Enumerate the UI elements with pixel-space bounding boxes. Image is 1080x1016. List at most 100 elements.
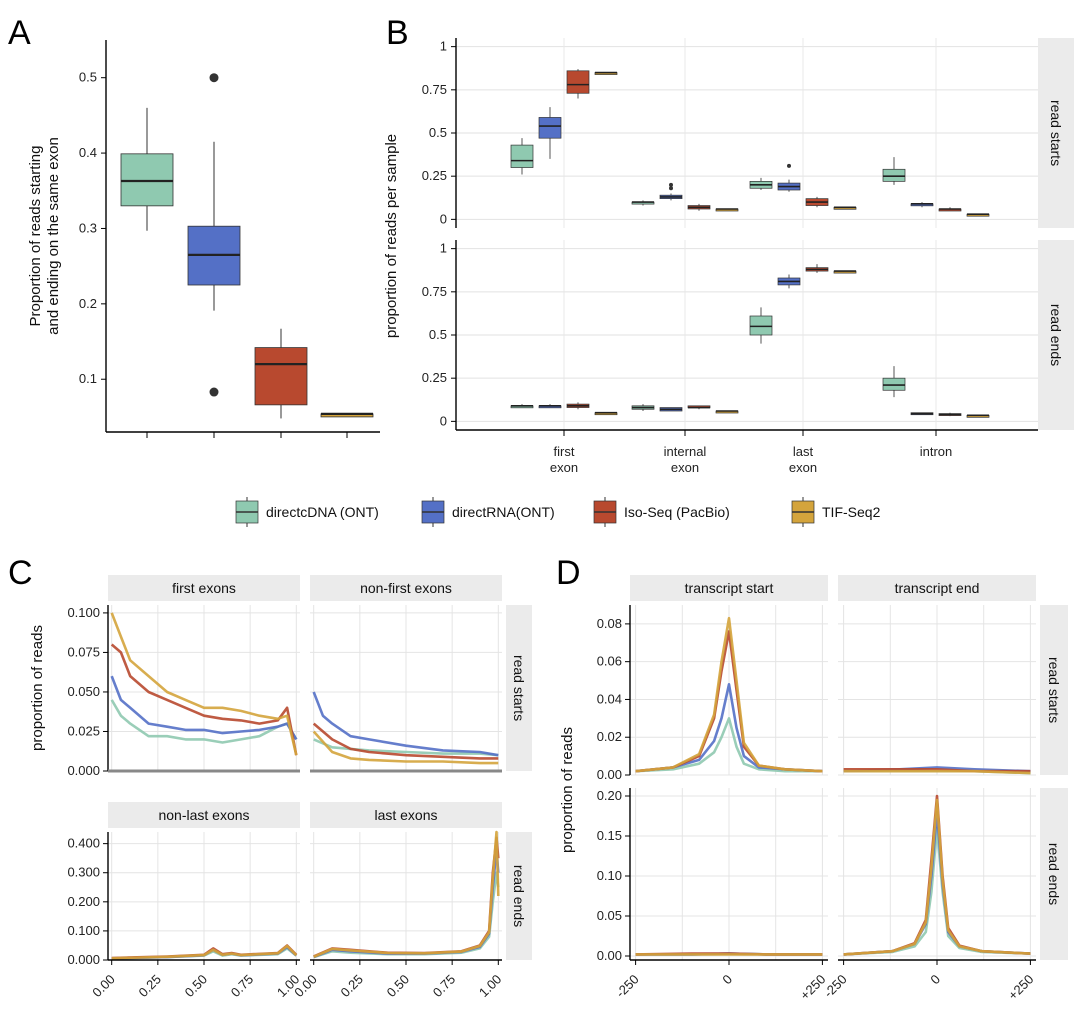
c-col-strip: [108, 802, 300, 828]
c-x-tick-label: 1.00: [476, 972, 505, 1001]
d-x-tick-label: -250: [821, 972, 850, 1001]
d-series-line: [635, 616, 823, 773]
a-box: [120, 153, 174, 207]
d-series-line: [843, 769, 1031, 775]
d-y-tick-label: 0.08: [597, 616, 622, 631]
d-y-tick-label: 0.00: [597, 948, 622, 963]
c-x-tick-label: 0.50: [384, 972, 413, 1001]
legend-label: TIF-Seq2: [822, 504, 881, 520]
c-row-strip-text: read ends: [511, 865, 527, 927]
b-box: [749, 315, 773, 336]
c-series-line: [313, 830, 500, 958]
b-box: [510, 144, 534, 168]
d-y-tick-label: 0.05: [597, 908, 622, 923]
c-x-tick-label: 0.25: [135, 972, 164, 1001]
d-y-tick-label: 0.10: [597, 868, 622, 883]
b-y-tick-label: 0: [440, 413, 447, 428]
c-y-label: proportion of reads: [29, 625, 46, 751]
c-x-tick-label: 0.25: [337, 972, 366, 1001]
b-y-label-text: proportion of reads per sample: [383, 134, 400, 338]
a-y-label: Proportion of reads starting and ending o…: [27, 137, 62, 335]
b-x-tick-label-line: exon: [671, 460, 699, 475]
c-col-strip: [310, 575, 502, 601]
b-row-strip: [1038, 38, 1074, 228]
c-x-tick-label: 0.75: [228, 972, 257, 1001]
b-x-tick-label-line: intron: [920, 444, 953, 459]
panel-letter-d: D: [556, 554, 581, 592]
d-col-strip-text: transcript end: [895, 580, 980, 596]
c-col-strip-text: first exons: [172, 580, 236, 596]
c-row-strip-label: read ends: [511, 865, 527, 927]
b-y-tick-label: 0.25: [422, 168, 447, 183]
b-y-tick-label: 1: [440, 241, 447, 256]
c-series-line: [111, 944, 298, 960]
d-col-strip-text: transcript start: [685, 580, 774, 596]
d-row-strip-text: read ends: [1046, 843, 1062, 905]
b-row-strip-label: read ends: [1048, 304, 1064, 366]
c-col-strip-text: last exons: [374, 807, 437, 823]
b-y-label: proportion of reads per sample: [383, 134, 400, 338]
a-box: [254, 347, 308, 406]
b-x-tick-label: internal exon: [664, 444, 707, 475]
d-x-tick-label: -250: [613, 972, 642, 1001]
b-row-strip-label: read starts: [1048, 100, 1064, 166]
panel-letter-c: C: [8, 554, 33, 592]
a-y-tick-label: 0.4: [79, 145, 97, 160]
a-y-label-line: and ending on the same exon: [45, 137, 62, 335]
c-series-line: [312, 730, 499, 765]
b-y-tick-label: 0: [440, 211, 447, 226]
panel-letter-b: B: [386, 14, 409, 52]
d-col-strip: [630, 575, 828, 601]
legend-label: Iso-Seq (PacBio): [624, 504, 730, 520]
c-col-strip: [310, 802, 502, 828]
b-x-tick-label: intron: [920, 444, 953, 459]
c-series-line: [110, 643, 298, 756]
b-row-strip-text: read ends: [1048, 304, 1064, 366]
a-outlier: [209, 387, 219, 397]
b-x-tick-label-line: last: [793, 444, 814, 459]
legend-label: directRNA(ONT): [452, 504, 555, 520]
d-y-tick-label: 0.04: [597, 691, 622, 706]
d-row-strip-label: read starts: [1046, 657, 1062, 723]
a-y-tick-label: 0.1: [79, 371, 97, 386]
c-x-tick-label: 0.50: [182, 972, 211, 1001]
panel-letter-a: A: [8, 14, 31, 52]
a-y-label-line: Proportion of reads starting: [27, 146, 44, 327]
d-row-strip-text: read starts: [1046, 657, 1062, 723]
c-y-tick-label: 0.400: [67, 836, 100, 851]
c-y-label-text: proportion of reads: [29, 625, 46, 751]
d-y-tick-label: 0.15: [597, 828, 622, 843]
a-outlier: [209, 73, 219, 83]
d-y-tick-label: 0.02: [597, 729, 622, 744]
d-x-tick-label: +250: [1005, 972, 1036, 1003]
b-box: [566, 70, 590, 94]
a-y-tick-label: 0.3: [79, 220, 97, 235]
a-y-tick-label: 0.5: [79, 70, 97, 85]
b-x-tick-label-line: internal: [664, 444, 707, 459]
c-series-line: [313, 738, 499, 757]
c-row-strip-text: read starts: [511, 655, 527, 721]
c-y-tick-label: 0.300: [67, 865, 100, 880]
c-y-tick-label: 0.200: [67, 894, 100, 909]
c-x-tick-label: 0.00: [89, 972, 118, 1001]
b-y-tick-label: 0.5: [429, 327, 447, 342]
b-row-strip: [1038, 240, 1074, 430]
d-row-strip-label: read ends: [1046, 843, 1062, 905]
c-col-strip-text: non-first exons: [360, 580, 452, 596]
c-row-strip: [506, 605, 532, 771]
c-y-tick-label: 0.075: [67, 644, 100, 659]
c-y-tick-label: 0.000: [67, 952, 100, 967]
b-y-tick-label: 0.75: [422, 284, 447, 299]
b-x-tick-label-line: first: [554, 444, 575, 459]
d-col-strip: [838, 575, 1036, 601]
b-outlier: [669, 182, 673, 187]
c-col-strip-text: non-last exons: [158, 807, 249, 823]
b-outlier: [669, 186, 673, 191]
c-row-strip-label: read starts: [511, 655, 527, 721]
b-y-tick-label: 0.75: [422, 82, 447, 97]
d-x-tick-label: 0: [927, 972, 943, 988]
b-box: [882, 377, 906, 391]
d-series-line: [635, 716, 823, 773]
b-x-tick-label-line: exon: [550, 460, 578, 475]
